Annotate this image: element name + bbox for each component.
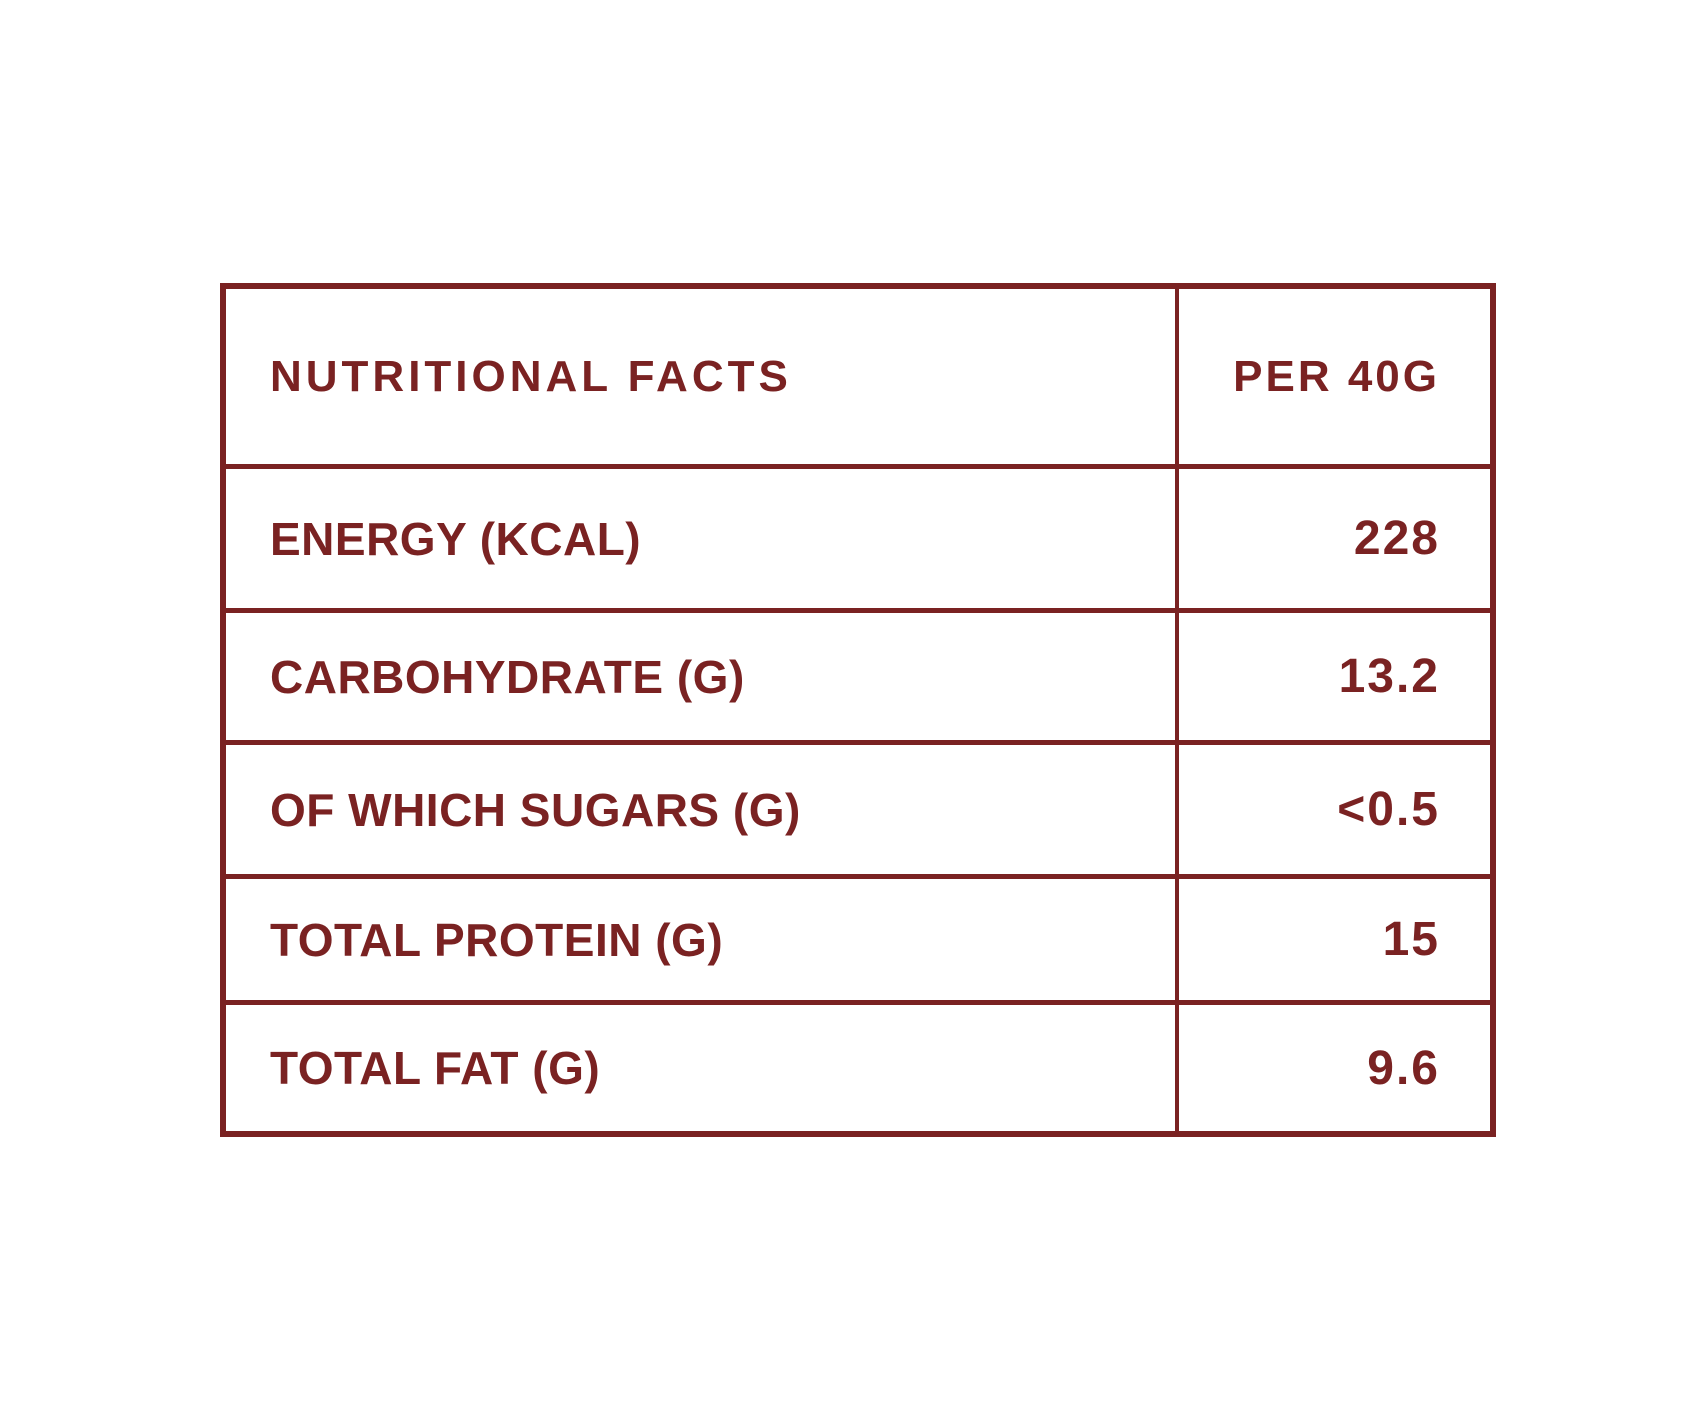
row-value-fat: 9.6: [1367, 1041, 1440, 1095]
table-row: OF WHICH SUGARS (G) <0.5: [226, 745, 1490, 879]
table-row: ENERGY (KCAL) 228: [226, 469, 1490, 613]
nutrition-facts-table: NUTRITIONAL FACTS PER 40G ENERGY (KCAL) …: [220, 283, 1496, 1137]
row-label-carbohydrate: CARBOHYDRATE (G): [226, 613, 1179, 740]
row-label-energy: ENERGY (KCAL): [226, 469, 1179, 608]
row-value-carbohydrate: 13.2: [1338, 650, 1440, 703]
table-row: TOTAL FAT (G) 9.6: [226, 1005, 1490, 1131]
header-serving-size: PER 40G: [1233, 351, 1440, 401]
table-row: TOTAL PROTEIN (G) 15: [226, 879, 1490, 1005]
row-value-protein: 15: [1382, 913, 1440, 966]
table-row: CARBOHYDRATE (G) 13.2: [226, 613, 1490, 745]
table-header-row: NUTRITIONAL FACTS PER 40G: [226, 289, 1490, 469]
row-label-fat: TOTAL FAT (G): [226, 1005, 1179, 1131]
row-label-protein: TOTAL PROTEIN (G): [226, 879, 1179, 1000]
header-label: NUTRITIONAL FACTS: [226, 289, 1179, 464]
row-value-energy: 228: [1353, 512, 1440, 565]
row-value-sugars: <0.5: [1337, 783, 1440, 836]
row-label-sugars: OF WHICH SUGARS (G): [226, 745, 1179, 874]
